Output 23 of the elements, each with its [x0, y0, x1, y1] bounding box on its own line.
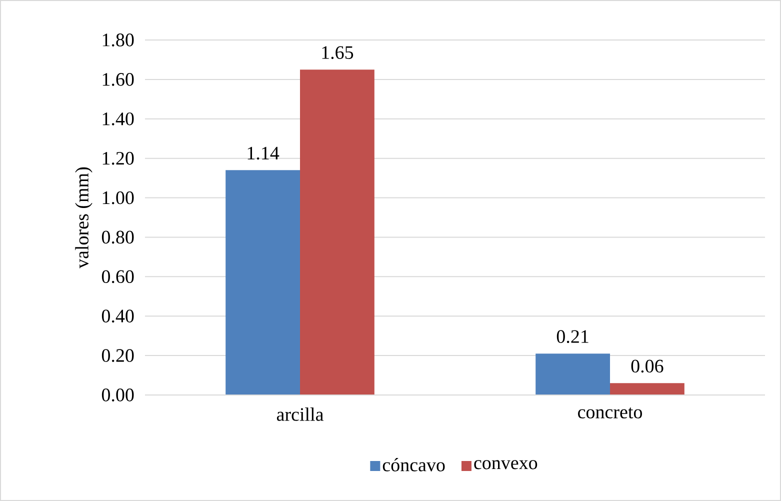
y-tick-label: 1.00 — [102, 191, 134, 204]
legend-label: cóncavo — [382, 458, 445, 472]
y-tick-label: 0.80 — [102, 230, 134, 244]
y-tick-label: 1.60 — [102, 73, 134, 86]
y-axis-title: valores (mm) — [75, 167, 92, 268]
x-tick-label: arcilla — [276, 408, 324, 421]
y-tick-label: 0.40 — [102, 310, 134, 323]
bar — [610, 383, 684, 395]
data-label: 1.14 — [248, 146, 280, 160]
legend-label: convexo — [474, 460, 538, 470]
bar — [536, 354, 610, 395]
y-tick-label: 0.00 — [102, 388, 134, 402]
x-tick-label: concreto — [578, 408, 642, 418]
y-tick-label: 1.20 — [102, 152, 134, 165]
data-label: 1.65 — [322, 46, 354, 60]
bar — [226, 170, 300, 395]
y-tick-label: 0.20 — [102, 349, 134, 362]
y-tick-label: 1.80 — [102, 34, 134, 46]
bar — [300, 70, 374, 395]
data-label: 0.21 — [556, 330, 588, 344]
y-tick-label: 1.40 — [102, 112, 134, 126]
y-tick-label: 0.60 — [102, 270, 134, 284]
data-label: 0.06 — [631, 360, 664, 373]
